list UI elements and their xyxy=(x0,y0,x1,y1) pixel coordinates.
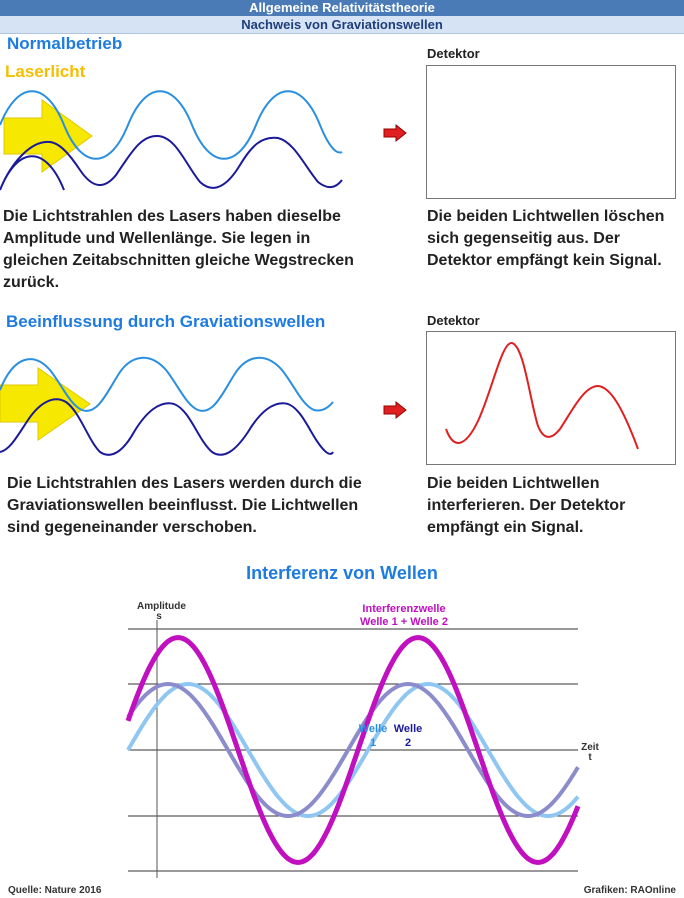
detector-label-1: Detektor xyxy=(427,46,480,61)
interference-wave-curve xyxy=(125,635,581,865)
sum-label-line1: Interferenzwelle xyxy=(362,603,445,615)
detector-label-2: Detektor xyxy=(427,313,480,328)
laser-arrow-icon-2 xyxy=(0,367,91,441)
laser-waves-shifted xyxy=(0,356,334,456)
y-axis-label: Amplitude s xyxy=(137,601,186,622)
header-title: Allgemeine Relativitätstheorie xyxy=(0,0,684,16)
x-axis-label: Zeit t xyxy=(581,742,599,763)
laser-label: Laserlicht xyxy=(5,62,86,81)
source-credit: Quelle: Nature 2016 xyxy=(8,885,102,896)
section2-text-right: Die beiden Lichtwellen interferieren. De… xyxy=(427,475,626,536)
detector-signal xyxy=(445,342,639,450)
light-wave-lower-shifted xyxy=(0,398,334,456)
detector-box-2 xyxy=(426,331,676,465)
graphic-credit: Grafiken: RAOnline xyxy=(583,885,676,896)
light-wave-lower xyxy=(0,134,343,191)
light-wave-upper-shifted xyxy=(0,356,334,412)
section1-heading: Normalbetrieb xyxy=(7,34,123,53)
laser-waves-normal xyxy=(0,90,343,191)
sum-label-line2: Welle 1 + Welle 2 xyxy=(360,616,448,628)
arrow-icon-1 xyxy=(383,123,407,143)
section1-text-left: Die Lichtstrahlen des Lasers haben diese… xyxy=(3,208,354,291)
section2-heading: Beeinflussung durch Graviationswellen xyxy=(6,312,326,331)
detector-box-1 xyxy=(426,65,676,199)
wave-2-label-line2: 2 xyxy=(405,737,411,749)
wave-2-curve xyxy=(126,682,580,818)
section2-text-left: Die Lichtstrahlen des Lasers werden durc… xyxy=(7,475,362,536)
section1-text-right: Die beiden Lichtwellen löschen sich gege… xyxy=(427,208,665,269)
header-subtitle: Nachweis von Graviationswellen xyxy=(0,16,684,34)
wave-1-curve xyxy=(126,682,580,818)
wave-2-label-line1: Welle xyxy=(394,723,423,735)
interference-title: Interferenz von Wellen xyxy=(246,563,438,583)
arrow-icon-2 xyxy=(383,400,407,420)
interference-diagram: Interferenzwelle Welle 1 + Welle 2 Welle… xyxy=(125,603,581,878)
wave-1-label-line1: Welle xyxy=(359,723,388,735)
wave-1-label-line2: 1 xyxy=(370,737,376,749)
light-wave-upper xyxy=(0,90,343,160)
